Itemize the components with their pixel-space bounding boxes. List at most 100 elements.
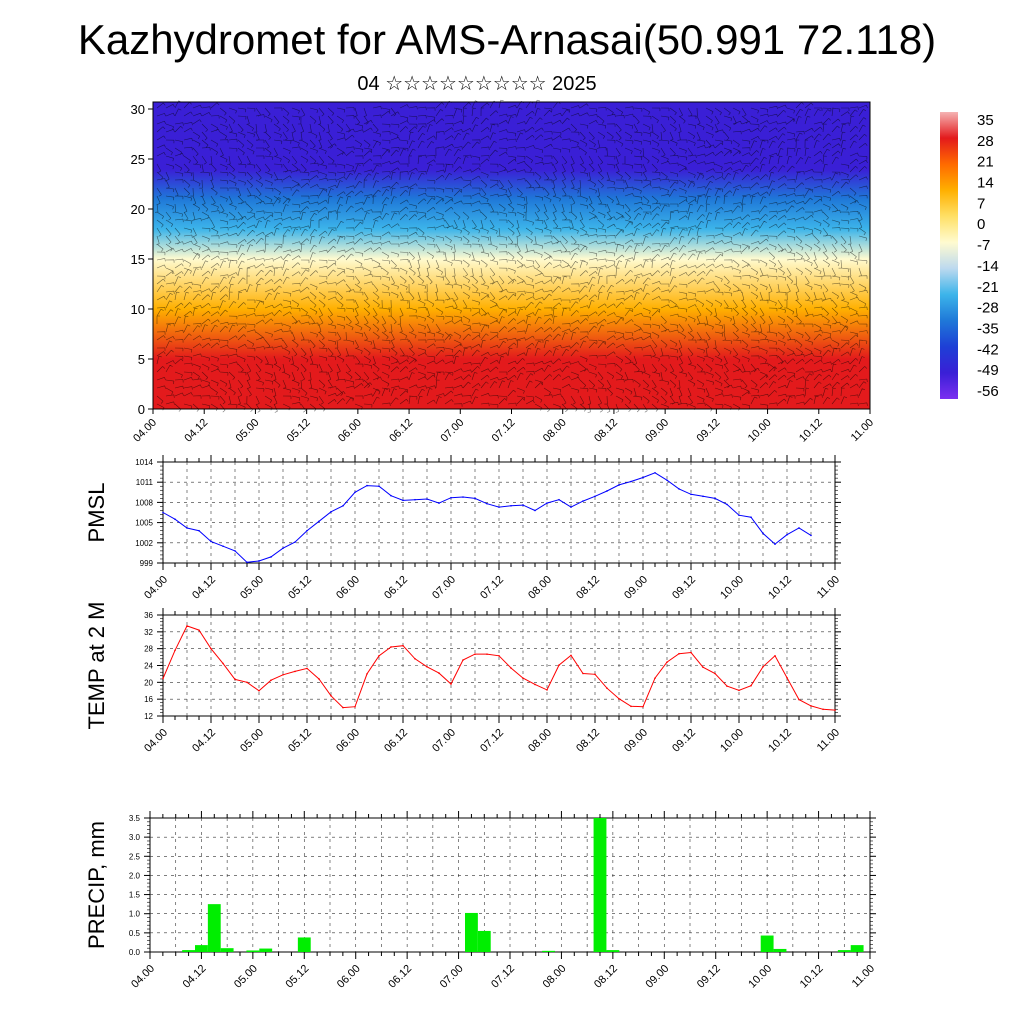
temp-point [270, 679, 272, 682]
x-tick-label: 07.12 [478, 727, 506, 755]
pmsl-point [474, 497, 476, 500]
x-tick-label: 04.12 [181, 963, 209, 991]
pmsl-point [210, 540, 212, 543]
x-tick-label: 10.00 [718, 574, 746, 602]
pmsl-point [570, 506, 572, 508]
x-tick-label: 10.12 [766, 727, 794, 755]
temp-point [222, 662, 224, 665]
pmsl-point [390, 494, 392, 497]
temp-point [546, 689, 548, 691]
colorbar-label: -56 [977, 383, 999, 400]
x-tick-label: 10.12 [797, 417, 825, 445]
temp-point [186, 625, 188, 627]
colorbar-label: -35 [977, 320, 999, 337]
temp-point [822, 708, 824, 711]
temp-point [450, 683, 452, 685]
pmsl-point [306, 529, 308, 532]
x-tick-label: 10.00 [718, 727, 746, 755]
pmsl-point [402, 499, 404, 502]
pmsl-point [714, 497, 716, 500]
precip-bar [593, 818, 607, 952]
y-tick-label: 2.5 [129, 852, 141, 861]
pmsl-point [678, 488, 680, 490]
x-tick-label: 09.12 [670, 574, 698, 602]
pmsl-point [774, 543, 776, 545]
temp-point [666, 661, 668, 663]
colorbar-label: -28 [977, 300, 999, 317]
pmsl-point [750, 516, 752, 519]
x-tick-label: 07.00 [438, 417, 466, 445]
x-tick-label: 09.00 [643, 417, 671, 445]
temp-point [258, 689, 260, 692]
y-tick-label: 999 [140, 559, 154, 568]
pmsl-point [810, 534, 812, 537]
precip-bar [195, 945, 208, 952]
y-tick-label: 5 [138, 352, 145, 367]
x-tick-label: 11.00 [850, 963, 877, 990]
x-tick-label: 08.12 [592, 417, 620, 445]
x-tick-label: 05.00 [238, 574, 266, 602]
temp-point [630, 705, 632, 708]
y-tick-label: 3.5 [129, 814, 141, 823]
x-tick-label: 04.00 [129, 963, 157, 991]
colorbar-label: -49 [977, 362, 999, 379]
pmsl-point [762, 532, 764, 535]
y-tick-label: 28 [144, 645, 153, 654]
y-tick-label: 20 [131, 202, 145, 217]
pmsl-point [558, 498, 560, 501]
x-tick-label: 04.12 [190, 727, 218, 755]
precip-bar [542, 950, 555, 952]
x-tick-label: 07.12 [490, 417, 518, 445]
pmsl-point [654, 471, 656, 474]
precip-bar [773, 948, 787, 952]
x-tick-label: 09.00 [643, 963, 671, 991]
temp-point [642, 705, 644, 708]
x-tick-label: 08.00 [541, 417, 569, 445]
pmsl-panel: 999 1002 1005 1008 1011 1014 04.00 04.12 05.00 05… [84, 455, 842, 602]
temp-point [366, 673, 368, 675]
temp-point [786, 676, 788, 679]
colorbar-label: -42 [977, 341, 999, 358]
temp-point [726, 685, 728, 687]
temp-point [774, 655, 776, 657]
pmsl-point [546, 502, 548, 504]
y-tick-label: 0.0 [129, 948, 141, 957]
temp-point [438, 672, 440, 674]
x-tick-label: 07.12 [489, 963, 517, 991]
precip-bar [465, 912, 478, 952]
precip-bar [837, 950, 851, 952]
pmsl-point [666, 479, 668, 481]
temp-panel: 12 16 20 24 28 32 36 04.00 04.12 05.00 05.12 06.00 0… [84, 602, 842, 755]
y-tick-label: 20 [144, 678, 153, 687]
x-tick-label: 10.00 [746, 417, 774, 445]
temp-point [618, 697, 620, 700]
y-tick-label: 2.0 [129, 871, 141, 880]
pmsl-point [690, 493, 692, 496]
x-tick-label: 09.12 [670, 727, 698, 755]
x-tick-label: 05.12 [285, 417, 313, 445]
pmsl-point [450, 496, 452, 499]
pmsl-point [378, 485, 380, 488]
x-tick-label: 06.00 [334, 574, 362, 602]
x-tick-label: 07.12 [478, 574, 506, 602]
y-tick-label: 1.0 [129, 910, 141, 919]
pmsl-point [318, 520, 320, 523]
wind-barbs-overlay [154, 99, 868, 413]
pmsl-point [198, 529, 200, 532]
pmsl-point [642, 476, 644, 479]
colorbar-label: -14 [977, 258, 999, 275]
pmsl-point [186, 527, 188, 529]
y-tick-label: 1008 [135, 498, 153, 507]
x-tick-label: 06.12 [387, 417, 415, 445]
x-tick-label: 10.00 [746, 963, 774, 991]
temp-point [582, 672, 584, 675]
pmsl-point [414, 498, 416, 501]
x-tick-label: 06.00 [336, 417, 364, 445]
x-tick-label: 11.00 [815, 574, 842, 601]
chart-subtitle: 04 ☆☆☆☆☆☆☆☆☆ 2025 [357, 73, 597, 95]
precip-bar [246, 950, 260, 952]
temp-point [570, 654, 572, 657]
x-tick-label: 09.00 [622, 727, 650, 755]
temp-point [522, 677, 524, 679]
